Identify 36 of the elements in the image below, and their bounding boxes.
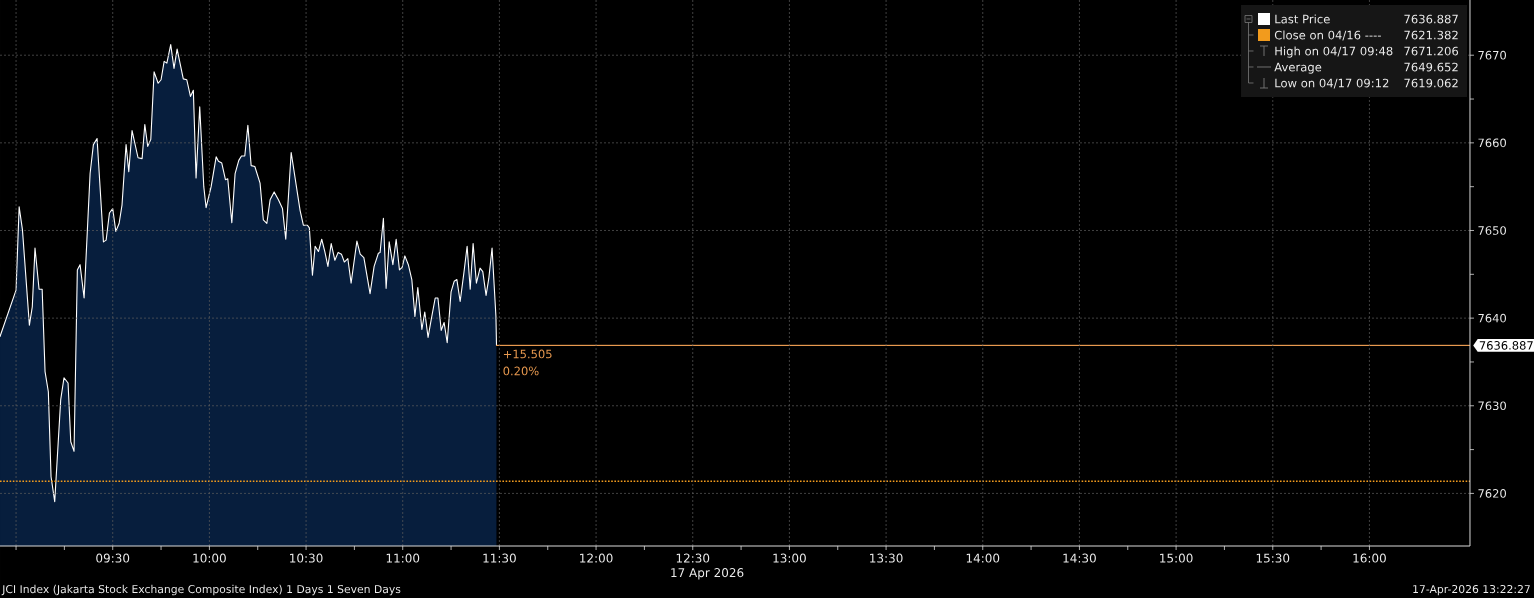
x-tick-label: 13:00 (773, 553, 806, 563)
y-tick-label: 7640 (1478, 313, 1506, 323)
annotation: High on 04/17 09:48 (1275, 46, 1393, 58)
y-tick-label: 7650 (1478, 226, 1506, 235)
x-tick-label: 12:30 (676, 553, 710, 563)
data-label: 7636.887 (1479, 341, 1533, 350)
legend-label: Close on 04/16 ---- (1274, 30, 1381, 41)
annotation: Average (1274, 62, 1322, 74)
x-tick-label: 14:00 (966, 553, 1000, 563)
text: JCI Index (Jakarta Stock Exchange Composite Index) 1 Days 1 Seven Days (1, 584, 401, 596)
annotation: Low on 04/17 09:12 (1275, 78, 1389, 89)
x-tick-label: 10:30 (290, 553, 323, 563)
y-tick-label: 7620 (1478, 489, 1506, 498)
annotation: +15.505 (503, 349, 552, 359)
x-tick-label: 14:30 (1063, 553, 1096, 563)
annotation: 7621.382 (1404, 30, 1458, 40)
annotation: 7671.206 (1404, 46, 1459, 56)
x-tick-label: 15:00 (1160, 553, 1193, 563)
x-tick-label: 16:00 (1353, 553, 1386, 563)
annotation: 0.20% (503, 366, 539, 376)
annotation: 7636.887 (1404, 14, 1458, 24)
x-axis-title: 17 Apr 2026 (671, 568, 744, 580)
y-tick-label: 7630 (1478, 401, 1506, 411)
y-tick-label: 7670 (1478, 50, 1506, 60)
text: 17-Apr-2026 13:22:27 (1413, 584, 1530, 596)
x-tick-label: 09:30 (96, 553, 130, 563)
x-tick-label: 11:00 (386, 553, 420, 563)
annotation: 7649.652 (1404, 62, 1458, 72)
x-tick-label: 13:30 (870, 553, 903, 563)
y-tick-label: 7660 (1478, 138, 1506, 148)
legend-label: Last Price (1275, 14, 1330, 24)
annotation: 7619.062 (1404, 78, 1458, 88)
x-tick-label: 12:00 (580, 553, 613, 563)
x-tick-label: 10:00 (193, 553, 226, 563)
x-tick-label: 11:30 (483, 553, 516, 563)
x-tick-label: 15:30 (1256, 553, 1290, 563)
